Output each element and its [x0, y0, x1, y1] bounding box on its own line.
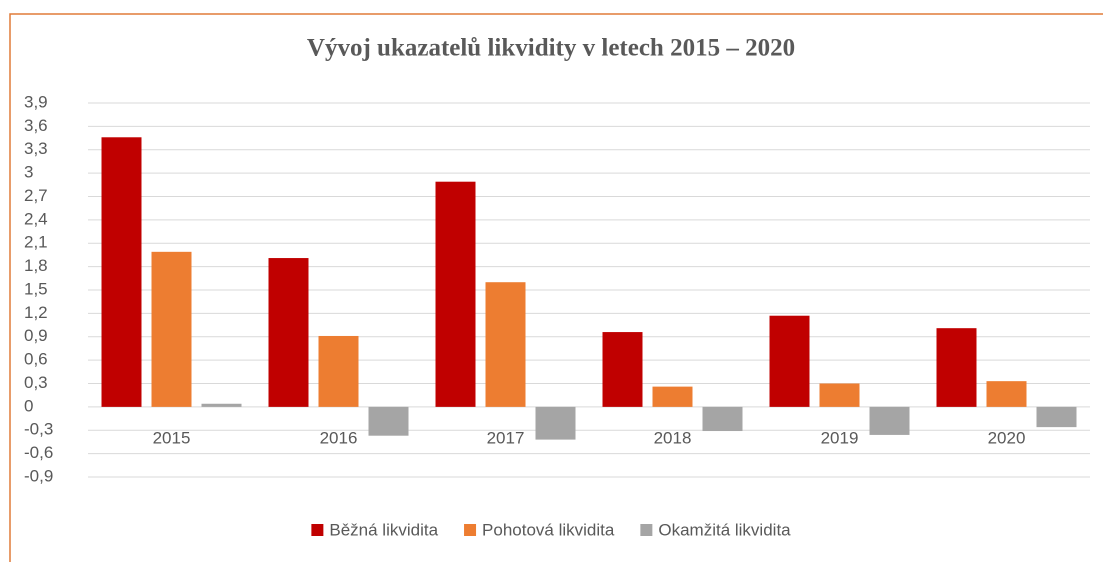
- bar: [535, 406, 576, 440]
- y-tick-label: 2,4: [24, 209, 48, 228]
- legend-swatch: [640, 524, 653, 536]
- bar: [702, 406, 743, 432]
- x-tick-label: 2016: [320, 428, 358, 447]
- bar: [435, 181, 476, 407]
- bar: [101, 137, 142, 407]
- y-tick-label: 3,3: [24, 139, 48, 158]
- bar: [318, 335, 359, 407]
- bar: [201, 403, 242, 407]
- y-tick-label: 1,5: [24, 279, 48, 298]
- y-tick-label: 2,7: [24, 186, 48, 205]
- legend-swatch: [311, 524, 324, 536]
- y-tick-label: 0,6: [24, 350, 48, 369]
- legend-label: Pohotová likvidita: [482, 520, 615, 539]
- y-tick-label: -0,6: [24, 443, 53, 462]
- y-tick-label: 1,8: [24, 256, 48, 275]
- bar: [769, 315, 810, 407]
- x-tick-label: 2015: [153, 428, 191, 447]
- bar: [652, 386, 693, 407]
- legend-swatch: [464, 524, 477, 536]
- y-tick-label: 1,2: [24, 303, 48, 322]
- y-tick-label: -0,9: [24, 466, 53, 485]
- x-tick-label: 2019: [821, 428, 859, 447]
- bar: [936, 328, 977, 407]
- y-tick-label: 3,9: [24, 92, 48, 111]
- chart-title: Vývoj ukazatelů likvidity v letech 2015 …: [307, 35, 795, 62]
- y-tick-label: 0,3: [24, 373, 48, 392]
- x-tick-label: 2017: [487, 428, 525, 447]
- y-tick-label: 2,1: [24, 233, 48, 252]
- legend-label: Běžná likvidita: [329, 520, 438, 539]
- legend-label: Okamžitá likvidita: [658, 520, 791, 539]
- frame: [9, 13, 1103, 562]
- bar: [268, 258, 309, 407]
- bar: [368, 406, 409, 436]
- x-tick-label: 2020: [988, 428, 1026, 447]
- y-tick-label: 3,6: [24, 116, 48, 135]
- bar: [986, 381, 1027, 407]
- y-tick-label: 0,9: [24, 326, 48, 345]
- bar: [602, 332, 643, 407]
- bar: [1036, 406, 1077, 428]
- bar: [485, 282, 526, 407]
- y-tick-label: -0,3: [24, 420, 53, 439]
- y-tick-label: 0: [24, 396, 33, 415]
- bar: [869, 406, 910, 435]
- bar: [819, 383, 860, 407]
- y-tick-label: 3: [24, 163, 33, 182]
- bar: [151, 251, 192, 407]
- x-tick-label: 2018: [654, 428, 692, 447]
